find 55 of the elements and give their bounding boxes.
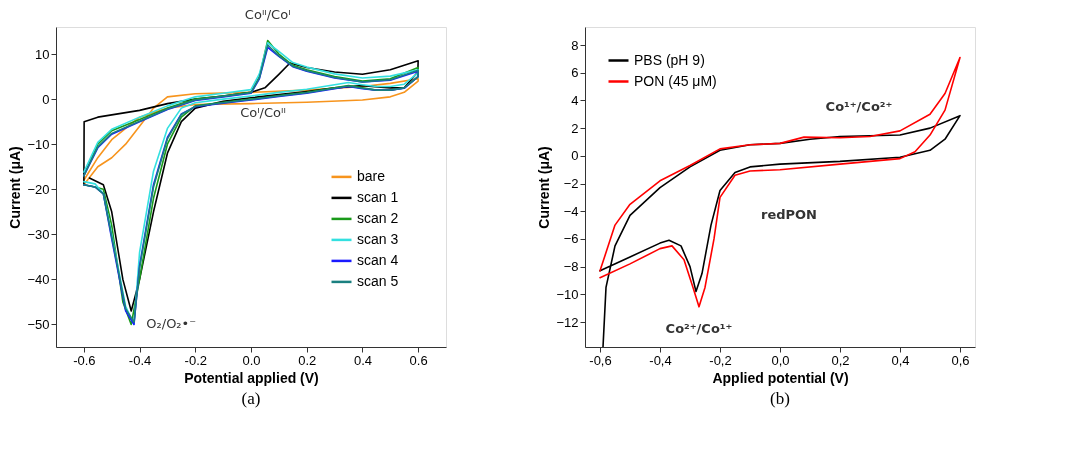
legend-label: scan 5 <box>357 272 399 289</box>
y-tick-label: 10 <box>35 46 50 62</box>
y-tick-label: 0 <box>42 91 50 107</box>
x-tick-label: -0.6 <box>73 352 96 368</box>
line-series <box>83 78 419 186</box>
annotation: Coᴵ/Coᴵᴵ <box>240 105 286 121</box>
y-tick-label: −12 <box>556 314 579 330</box>
annotation: Co¹⁺/Co²⁺ <box>825 99 893 115</box>
legend-label: scan 3 <box>357 230 399 247</box>
x-tick-label: 0,2 <box>831 352 850 368</box>
y-tick-label: 0 <box>571 148 579 164</box>
x-tick-label: -0,4 <box>649 352 672 368</box>
y-tick-label: −10 <box>556 286 579 302</box>
annotation: Co²⁺/Co¹⁺ <box>665 320 733 336</box>
x-tick-label: -0,2 <box>709 352 732 368</box>
y-tick-label: −10 <box>27 136 50 152</box>
legend-label: bare <box>357 167 386 184</box>
y-axis-title: Current (μA) <box>536 146 553 229</box>
x-tick-label: -0.2 <box>184 352 207 368</box>
y-tick-label: −4 <box>563 203 579 219</box>
y-tick-label: −6 <box>563 231 579 247</box>
x-tick-label: 0,0 <box>771 352 790 368</box>
line-series <box>599 56 961 308</box>
y-tick-label: −2 <box>563 176 579 192</box>
y-tick-label: −50 <box>27 316 50 332</box>
legend-label: scan 4 <box>357 251 399 268</box>
legend-label: scan 2 <box>357 209 399 226</box>
annotation: Coᴵᴵ/Coᴵ <box>244 6 291 22</box>
y-tick-label: 6 <box>571 65 579 81</box>
x-axis-title: Potential applied (V) <box>184 369 319 386</box>
x-axis-title: Applied potential (V) <box>712 369 849 386</box>
annotation: O₂/O₂•⁻ <box>146 316 197 332</box>
y-tick-label: −8 <box>563 259 579 275</box>
x-tick-label: 0,4 <box>891 352 910 368</box>
x-tick-label: -0,6 <box>589 352 612 368</box>
y-tick-label: −40 <box>27 271 50 287</box>
y-tick-label: −20 <box>27 181 50 197</box>
y-tick-label: 2 <box>571 120 579 136</box>
line-series <box>599 114 961 347</box>
y-tick-label: 8 <box>571 37 579 53</box>
x-tick-label: 0.2 <box>298 352 317 368</box>
x-tick-label: 0.0 <box>242 352 261 368</box>
x-tick-label: 0.6 <box>409 352 428 368</box>
x-tick-label: 0,6 <box>951 352 970 368</box>
x-tick-label: -0.4 <box>128 352 152 368</box>
legend-label: PON (45 μM) <box>634 72 717 89</box>
y-axis-title: Current (μA) <box>7 146 24 229</box>
x-tick-label: 0.4 <box>353 352 372 368</box>
y-tick-label: −30 <box>27 226 50 242</box>
annotation: redPON <box>761 206 817 222</box>
text: (b) <box>770 389 790 408</box>
y-tick-label: 4 <box>571 92 579 108</box>
text: (a) <box>241 389 261 408</box>
legend-label: scan 1 <box>357 188 399 205</box>
legend-label: PBS (pH 9) <box>634 51 705 68</box>
